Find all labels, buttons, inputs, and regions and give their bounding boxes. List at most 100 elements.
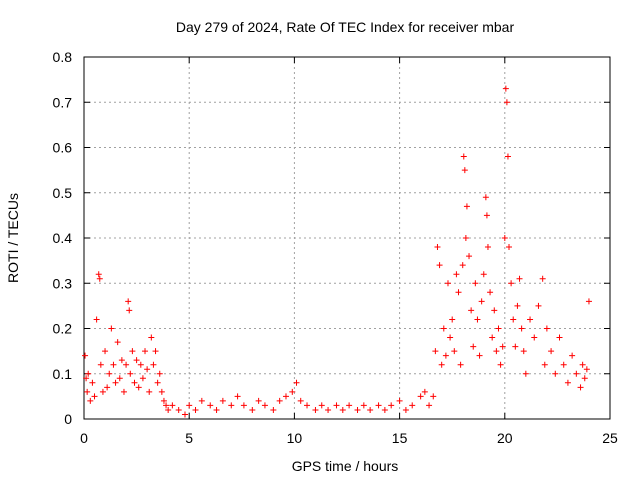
data-point [564, 379, 571, 386]
data-point [116, 375, 123, 382]
data-point [453, 271, 460, 278]
data-point [402, 406, 409, 413]
data-point [503, 99, 510, 106]
data-point [436, 262, 443, 269]
data-point [506, 244, 513, 251]
data-point [543, 325, 550, 332]
data-point [466, 253, 473, 260]
data-point [219, 397, 226, 404]
data-point [522, 370, 529, 377]
data-point [96, 275, 103, 282]
data-point [270, 406, 277, 413]
y-tick-label: 0.5 [53, 185, 73, 201]
y-axis-label: ROTI / TECUs [5, 193, 21, 283]
data-point [497, 361, 504, 368]
data-point [434, 244, 441, 251]
data-point [186, 402, 193, 409]
data-point [255, 397, 262, 404]
data-point [129, 348, 136, 355]
data-point [198, 397, 205, 404]
data-point [468, 307, 475, 314]
data-point [581, 375, 588, 382]
y-tick-label: 0.2 [53, 321, 73, 337]
axis-ticks: 0 5 10 15 20 25 0 0.1 0.2 0.3 0.4 0.5 0.6 0.7 0.8 [53, 49, 618, 446]
data-point [470, 343, 477, 350]
data-point [110, 361, 117, 368]
data-point [440, 325, 447, 332]
data-point [118, 357, 125, 364]
data-point [548, 348, 555, 355]
data-point [501, 235, 508, 241]
data-point [261, 402, 268, 409]
data-point [152, 348, 159, 355]
x-axis-label: GPS time / hours [292, 458, 399, 474]
data-point [192, 406, 199, 413]
data-point [131, 379, 138, 386]
data-point [85, 370, 92, 377]
data-point [463, 203, 470, 210]
data-point [125, 298, 132, 305]
data-point [421, 388, 428, 395]
data-point [346, 402, 353, 409]
grid [84, 57, 610, 419]
data-point [333, 402, 340, 409]
data-point [137, 361, 144, 368]
data-point [535, 302, 542, 309]
data-point [83, 375, 90, 382]
x-tick-label: 25 [602, 430, 618, 446]
data-point [139, 375, 146, 382]
data-point [495, 325, 502, 332]
data-point [148, 334, 155, 341]
data-point [451, 348, 458, 355]
data-point [432, 348, 439, 355]
data-point [460, 153, 467, 160]
data-point [144, 366, 151, 373]
data-point [447, 334, 454, 341]
data-point [360, 402, 367, 409]
data-point [240, 402, 247, 409]
plot-frame [83, 56, 611, 420]
data-point [539, 275, 546, 282]
data-point [573, 370, 580, 377]
data-point [480, 271, 487, 278]
data-point [133, 357, 140, 364]
data-point [289, 388, 296, 395]
data-point [282, 393, 289, 400]
data-point [491, 307, 498, 314]
data-point [474, 316, 481, 323]
data-point [165, 406, 172, 413]
data-point [449, 316, 456, 323]
data-point [93, 316, 100, 323]
y-tick-label: 0.8 [53, 49, 73, 65]
data-point [552, 370, 559, 377]
data-point [108, 325, 115, 332]
data-point [518, 325, 525, 332]
data-point [510, 316, 517, 323]
data-point [339, 406, 346, 413]
data-point [459, 262, 466, 269]
data-point [388, 402, 395, 409]
data-point [455, 289, 462, 296]
data-points [82, 85, 592, 418]
data-point [160, 397, 167, 404]
data-point [409, 402, 416, 409]
chart-title: Day 279 of 2024, Rate Of TEC Index for r… [176, 19, 515, 35]
data-point [472, 280, 479, 287]
data-point [304, 402, 311, 409]
y-tick-label: 0.7 [53, 94, 73, 110]
data-point [312, 406, 319, 413]
data-point [438, 361, 445, 368]
data-point [276, 397, 283, 404]
y-tick-label: 0.1 [53, 366, 73, 382]
data-point [396, 397, 403, 404]
x-tick-label: 10 [287, 430, 303, 446]
data-point [293, 379, 300, 386]
data-point [135, 384, 142, 391]
data-point [163, 402, 170, 409]
data-point [207, 402, 214, 409]
data-point [541, 361, 548, 368]
data-point [520, 348, 527, 355]
data-point [502, 85, 509, 92]
data-point [499, 343, 506, 350]
data-point [249, 406, 256, 413]
